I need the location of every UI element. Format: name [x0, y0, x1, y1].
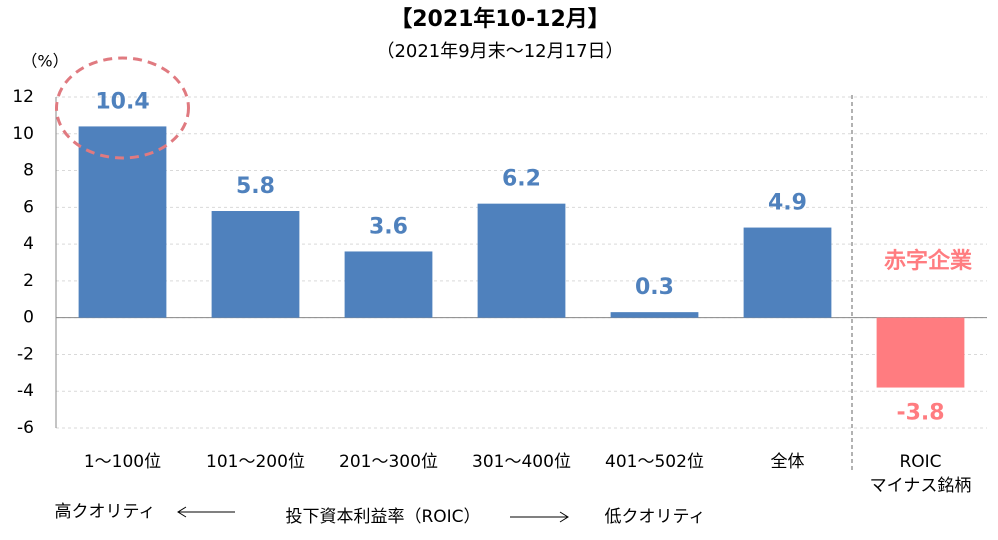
bar: [610, 312, 699, 318]
x-tick-label: 101～200位: [206, 452, 305, 472]
value-label: 3.6: [369, 214, 408, 239]
x-tick-label: 1～100位: [84, 452, 161, 472]
chart-subtitle: （2021年9月末～12月17日）: [376, 41, 623, 62]
y-unit: （%）: [21, 52, 68, 71]
bar: [78, 126, 167, 318]
y-tick-label: 4: [23, 234, 34, 254]
value-label: -3.8: [896, 401, 944, 426]
value-label: 10.4: [95, 89, 149, 114]
highlight-circle: [55, 56, 190, 160]
value-label: 4.9: [768, 191, 807, 216]
y-tick-label: 12: [12, 87, 34, 107]
bar: [344, 251, 433, 318]
bar: [876, 317, 965, 388]
x-tick-label: ROIC マイナス銘柄: [870, 452, 972, 496]
high-quality: 高クオリティ: [55, 502, 156, 522]
bar: [211, 211, 300, 318]
y-tick-label: 0: [23, 308, 34, 328]
value-label: 5.8: [236, 174, 275, 199]
y-tick-label: -4: [17, 381, 34, 401]
chart-title: 【2021年10-12月】: [390, 6, 610, 32]
x-tick-label: 201～300位: [339, 452, 438, 472]
y-tick-label: 2: [23, 271, 34, 291]
x-tick-label: 401～502位: [605, 452, 704, 472]
bar: [743, 227, 832, 318]
arrow-head: [559, 511, 569, 523]
x-tick-label: 301～400位: [472, 452, 571, 472]
arrow-head: [177, 506, 187, 518]
y-tick-label: 10: [12, 124, 34, 144]
value-label: 6.2: [502, 167, 541, 192]
deficit-note: 赤字企業: [884, 248, 973, 274]
x-tick-label: 全体: [771, 452, 805, 472]
y-tick-label: 8: [23, 161, 34, 181]
value-label: 0.3: [635, 275, 674, 300]
bar: [477, 203, 566, 318]
y-tick-label: -2: [17, 344, 34, 364]
axis-note: 投下資本利益率（ROIC）: [285, 507, 480, 527]
y-tick-label: 6: [23, 197, 34, 217]
y-tick-label: -6: [17, 418, 34, 438]
low-quality: 低クオリティ: [605, 507, 706, 527]
